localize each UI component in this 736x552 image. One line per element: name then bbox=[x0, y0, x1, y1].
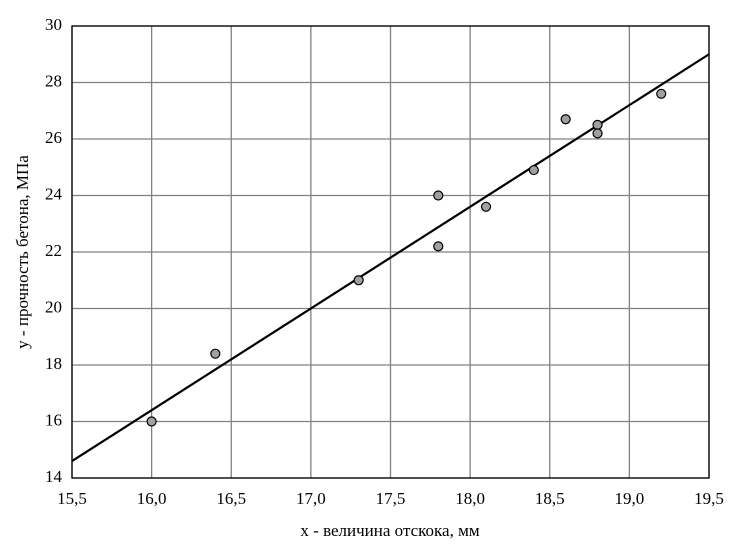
y-tick-label: 24 bbox=[45, 184, 63, 203]
fit-line bbox=[71, 53, 710, 462]
data-point bbox=[656, 88, 667, 99]
data-point bbox=[560, 114, 571, 125]
x-axis-label: x - величина отскока, мм bbox=[300, 521, 479, 540]
data-point bbox=[210, 348, 221, 359]
data-point bbox=[433, 241, 444, 252]
y-tick-label: 18 bbox=[45, 354, 62, 373]
data-point bbox=[480, 201, 492, 212]
y-axis-label: y - прочность бетона, МПа bbox=[13, 155, 32, 349]
y-tick-label: 22 bbox=[45, 241, 62, 260]
data-point bbox=[353, 275, 364, 286]
data-point bbox=[592, 128, 603, 139]
x-tick-label: 19,5 bbox=[694, 489, 724, 508]
x-tick-label: 16,5 bbox=[216, 489, 246, 508]
y-tick-label: 16 bbox=[45, 410, 62, 429]
x-tick-label: 17,0 bbox=[296, 489, 326, 508]
x-tick-label: 19,0 bbox=[615, 489, 645, 508]
x-tick-label: 16,0 bbox=[137, 489, 167, 508]
plot-frame bbox=[71, 25, 710, 479]
x-tick-label: 18,5 bbox=[535, 489, 565, 508]
data-point bbox=[146, 416, 157, 427]
y-tick-label: 28 bbox=[45, 71, 62, 90]
y-tick-label: 30 bbox=[45, 15, 62, 34]
x-tick-label: 18,0 bbox=[455, 489, 485, 508]
y-tick-label: 14 bbox=[45, 467, 63, 486]
x-tick-label: 15,5 bbox=[57, 489, 87, 508]
data-point bbox=[592, 119, 603, 130]
x-tick-label: 17,5 bbox=[376, 489, 406, 508]
y-tick-label: 26 bbox=[45, 128, 62, 147]
y-tick-label: 20 bbox=[45, 297, 62, 316]
data-point bbox=[433, 190, 444, 201]
data-point bbox=[528, 164, 539, 176]
